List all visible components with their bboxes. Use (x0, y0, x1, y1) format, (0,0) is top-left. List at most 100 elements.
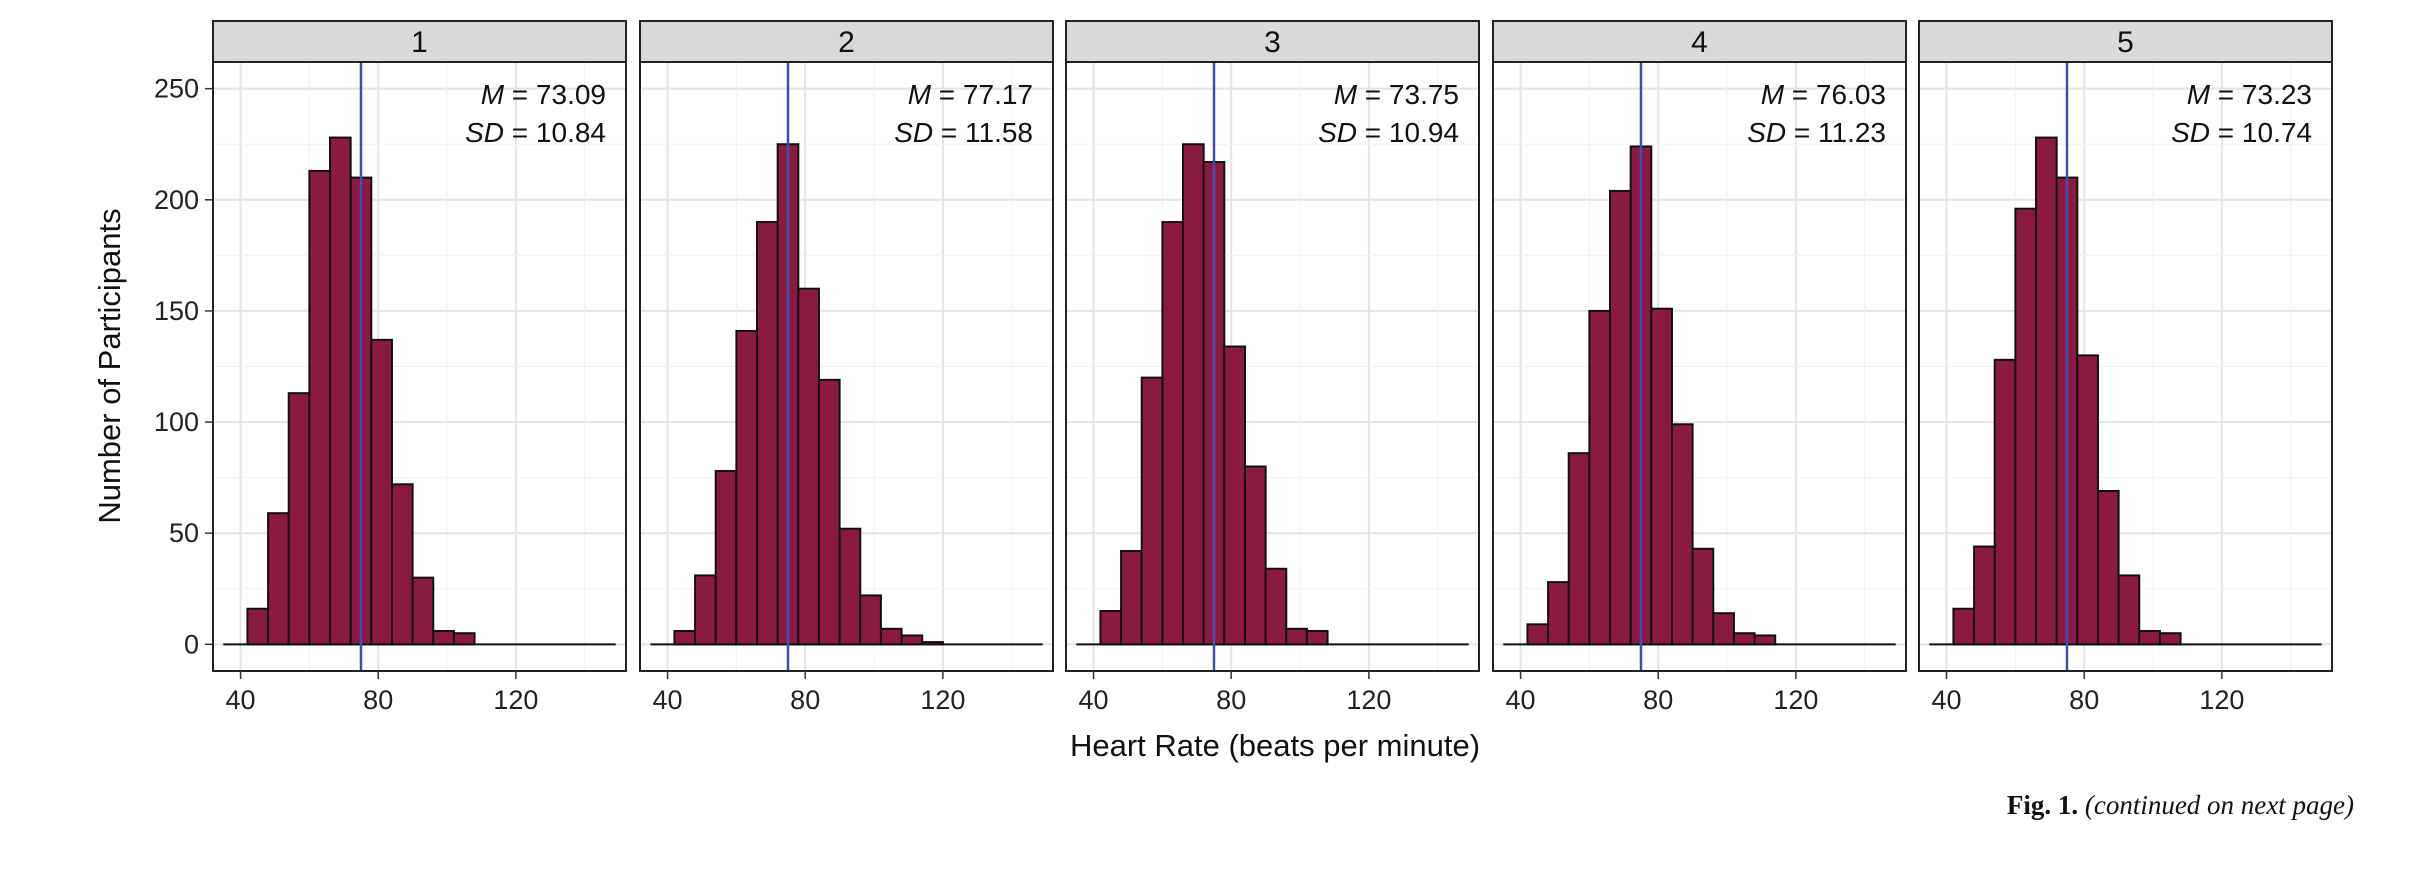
x-tick-label: 40 (653, 685, 683, 715)
y-axis-title: Number of Participants (92, 208, 127, 523)
histogram-bars (1526, 145, 1777, 646)
histogram-bar (1609, 189, 1632, 646)
histogram-bar (756, 221, 779, 646)
histogram-bar (329, 136, 352, 646)
sd-value: = 10.74 (2210, 117, 2312, 148)
facet-strip-label: 4 (1691, 26, 1708, 59)
histogram-bar (1588, 309, 1612, 646)
histogram-bar (735, 329, 759, 646)
histogram-bar (1547, 581, 1570, 646)
histogram-bar (390, 483, 414, 646)
sd-symbol: SD (465, 117, 504, 148)
histogram-bar (1243, 465, 1267, 646)
histogram-bar (2076, 354, 2099, 646)
facet-strip (212, 20, 627, 63)
mean-value: = 77.17 (931, 79, 1033, 110)
histogram-bar (1670, 423, 1694, 646)
histogram-bar (1526, 623, 1550, 646)
y-tick-label: 0 (184, 629, 199, 659)
histogram-bar (1753, 634, 1777, 646)
mean-value: = 73.23 (2210, 79, 2312, 110)
mean-stat: M = 76.03 (1761, 79, 1886, 110)
y-tick-label: 50 (169, 518, 199, 548)
histogram-bar (694, 574, 717, 646)
sd-symbol: SD (894, 117, 933, 148)
histogram-bar (287, 392, 311, 646)
figure-label: Fig. 1. (2006, 790, 2079, 820)
sd-symbol: SD (1318, 117, 1357, 148)
facet-strip (639, 20, 1054, 63)
sd-stat: SD = 10.94 (1318, 117, 1459, 148)
histogram-bar (1182, 143, 1205, 646)
x-tick-label: 80 (363, 685, 393, 715)
facet-strip-label: 2 (838, 26, 855, 59)
x-tick-label: 120 (920, 685, 965, 715)
x-tick-label: 120 (1346, 685, 1391, 715)
sd-value: = 11.23 (1786, 117, 1886, 148)
histogram-bar (1305, 629, 1329, 646)
facet-panel-4: M = 76.03 SD = 11.23 4 40 80 120 (1492, 20, 1907, 715)
x-tick-label: 120 (1773, 685, 1818, 715)
sd-stat: SD = 10.74 (2171, 117, 2312, 148)
histogram-bar (1264, 567, 1288, 646)
x-tick-label: 40 (1079, 685, 1109, 715)
histogram-bar (1712, 612, 1735, 646)
histogram-bar (2138, 629, 2161, 646)
sd-value: = 11.58 (933, 117, 1033, 148)
histogram-bar (921, 641, 944, 646)
facet-strip (1918, 20, 2333, 63)
sd-symbol: SD (2171, 117, 2210, 148)
histogram-bar (714, 469, 738, 646)
facet-strip (1492, 20, 1907, 63)
caption-text: (continued on next page) (2084, 790, 2354, 820)
histogram-bar (1223, 345, 1246, 646)
facet-strip (1065, 20, 1480, 63)
mean-symbol: M (1761, 79, 1785, 110)
histogram-bar (1973, 545, 1996, 646)
mean-symbol: M (908, 79, 932, 110)
sd-value: = 10.84 (504, 117, 606, 148)
y-tick-label: 100 (154, 407, 199, 437)
histogram-bar (411, 576, 435, 646)
x-tick-label: 80 (1643, 685, 1673, 715)
x-tick-label: 40 (226, 685, 256, 715)
x-tick-label: 80 (1216, 685, 1246, 715)
histogram-bar (859, 594, 882, 646)
x-tick-label: 120 (493, 685, 538, 715)
mean-value: = 76.03 (1784, 79, 1886, 110)
x-tick-label: 80 (2069, 685, 2099, 715)
histogram-bar (267, 512, 290, 646)
histogram-bar (1140, 376, 1164, 646)
mean-stat: M = 73.23 (2187, 79, 2312, 110)
histogram-bar (370, 338, 393, 646)
mean-stat: M = 73.75 (1334, 79, 1459, 110)
histogram-bar (1650, 307, 1673, 646)
histogram-bar (673, 629, 697, 646)
histogram-bar (452, 632, 476, 646)
mean-symbol: M (481, 79, 505, 110)
histogram-bars (1952, 136, 2182, 646)
histogram-bar (1099, 609, 1123, 646)
histogram-bar (2035, 136, 2058, 646)
histogram-bar (432, 629, 455, 646)
y-tick-label: 250 (154, 74, 199, 104)
mean-symbol: M (2187, 79, 2211, 110)
histogram-bar (797, 287, 820, 646)
x-axis-title: Heart Rate (beats per minute) (1070, 728, 1480, 763)
histogram-bar (879, 627, 903, 646)
figure-caption: Fig. 1. (continued on next page) (2007, 790, 2354, 821)
histogram-bar (308, 169, 332, 646)
histogram-bar (1993, 358, 2017, 646)
histogram-bar (1567, 452, 1591, 646)
histogram-bar (2158, 632, 2182, 646)
mean-value: = 73.75 (1357, 79, 1459, 110)
histogram-bar (900, 634, 924, 646)
histogram-bar (246, 607, 270, 646)
mean-value: = 73.09 (504, 79, 606, 110)
axis-layer: 0 50 100 150 200 250 (154, 74, 213, 659)
sd-stat: SD = 10.84 (465, 117, 606, 148)
